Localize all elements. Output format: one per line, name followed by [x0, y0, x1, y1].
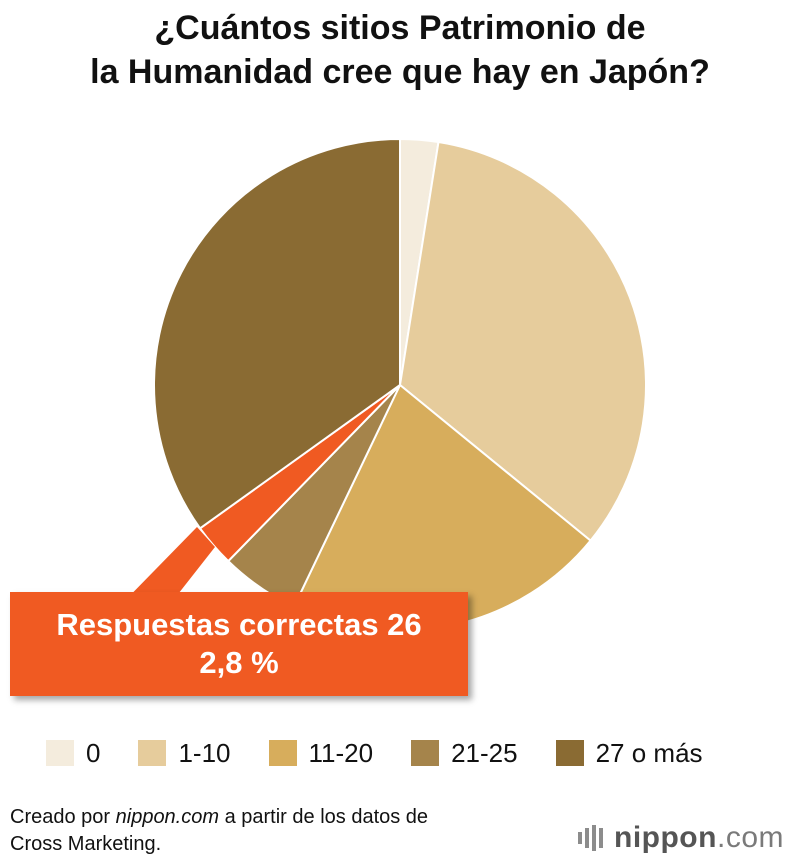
callout-pointer [114, 527, 215, 612]
legend-item: 21-25 [411, 738, 518, 768]
pie-slices [153, 137, 647, 632]
chart-title: ¿Cuántos sitios Patrimonio de la Humanid… [0, 6, 800, 94]
source-site: nippon.com [115, 806, 220, 828]
callout-label: Respuestas correctas 26 [56, 607, 422, 642]
chart-title-line-2: la Humanidad cree que hay en Japón? [90, 53, 710, 91]
legend-item: 1-10 [138, 738, 231, 768]
source-suffix: a partir de los datos de [219, 806, 429, 828]
legend-label: 27 o más [595, 738, 703, 768]
legend-swatch [46, 740, 74, 766]
pie-slice-1-10 [398, 140, 647, 543]
callout-percentage: 2,8 % [199, 645, 279, 680]
source-line-2: Cross Marketing. [10, 833, 162, 855]
legend-swatch [411, 740, 440, 766]
logo-bars-icon [578, 825, 606, 851]
pie-slice-27-o-m-s [153, 137, 401, 530]
legend-item: 27 o más [555, 738, 703, 768]
legend-swatch [138, 740, 167, 766]
logo-wordmark: nippon.com [614, 821, 784, 854]
legend-swatch [268, 740, 297, 766]
legend-label: 1-10 [178, 738, 231, 768]
legend-swatch [555, 740, 584, 766]
source-note: Creado por nippon.com a partir de los da… [10, 804, 570, 858]
legend-label: 0 [86, 738, 101, 768]
legend: 0 1-10 11-20 21-25 27 o más [46, 738, 703, 768]
legend-label: 11-20 [308, 738, 374, 768]
chart-title-line-1: ¿Cuántos sitios Patrimonio de [154, 9, 646, 47]
legend-item: 11-20 [268, 738, 374, 768]
legend-item: 0 [46, 738, 100, 768]
nippon-logo: nippon.com [578, 821, 784, 854]
legend-label: 21-25 [451, 738, 518, 768]
source-prefix: Creado por [10, 806, 116, 828]
correct-answer-callout: Respuestas correctas 26 2,8 % [10, 592, 468, 696]
